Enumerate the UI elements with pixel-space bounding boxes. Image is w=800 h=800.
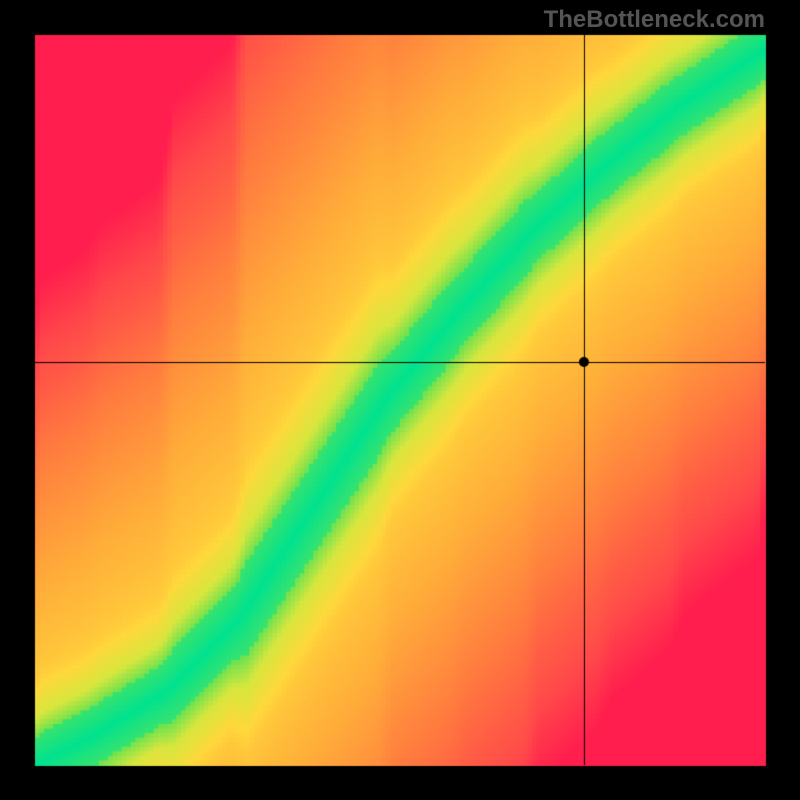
watermark-text: TheBottleneck.com (544, 6, 765, 34)
bottleneck-heatmap (0, 0, 800, 800)
chart-container: TheBottleneck.com (0, 0, 800, 800)
